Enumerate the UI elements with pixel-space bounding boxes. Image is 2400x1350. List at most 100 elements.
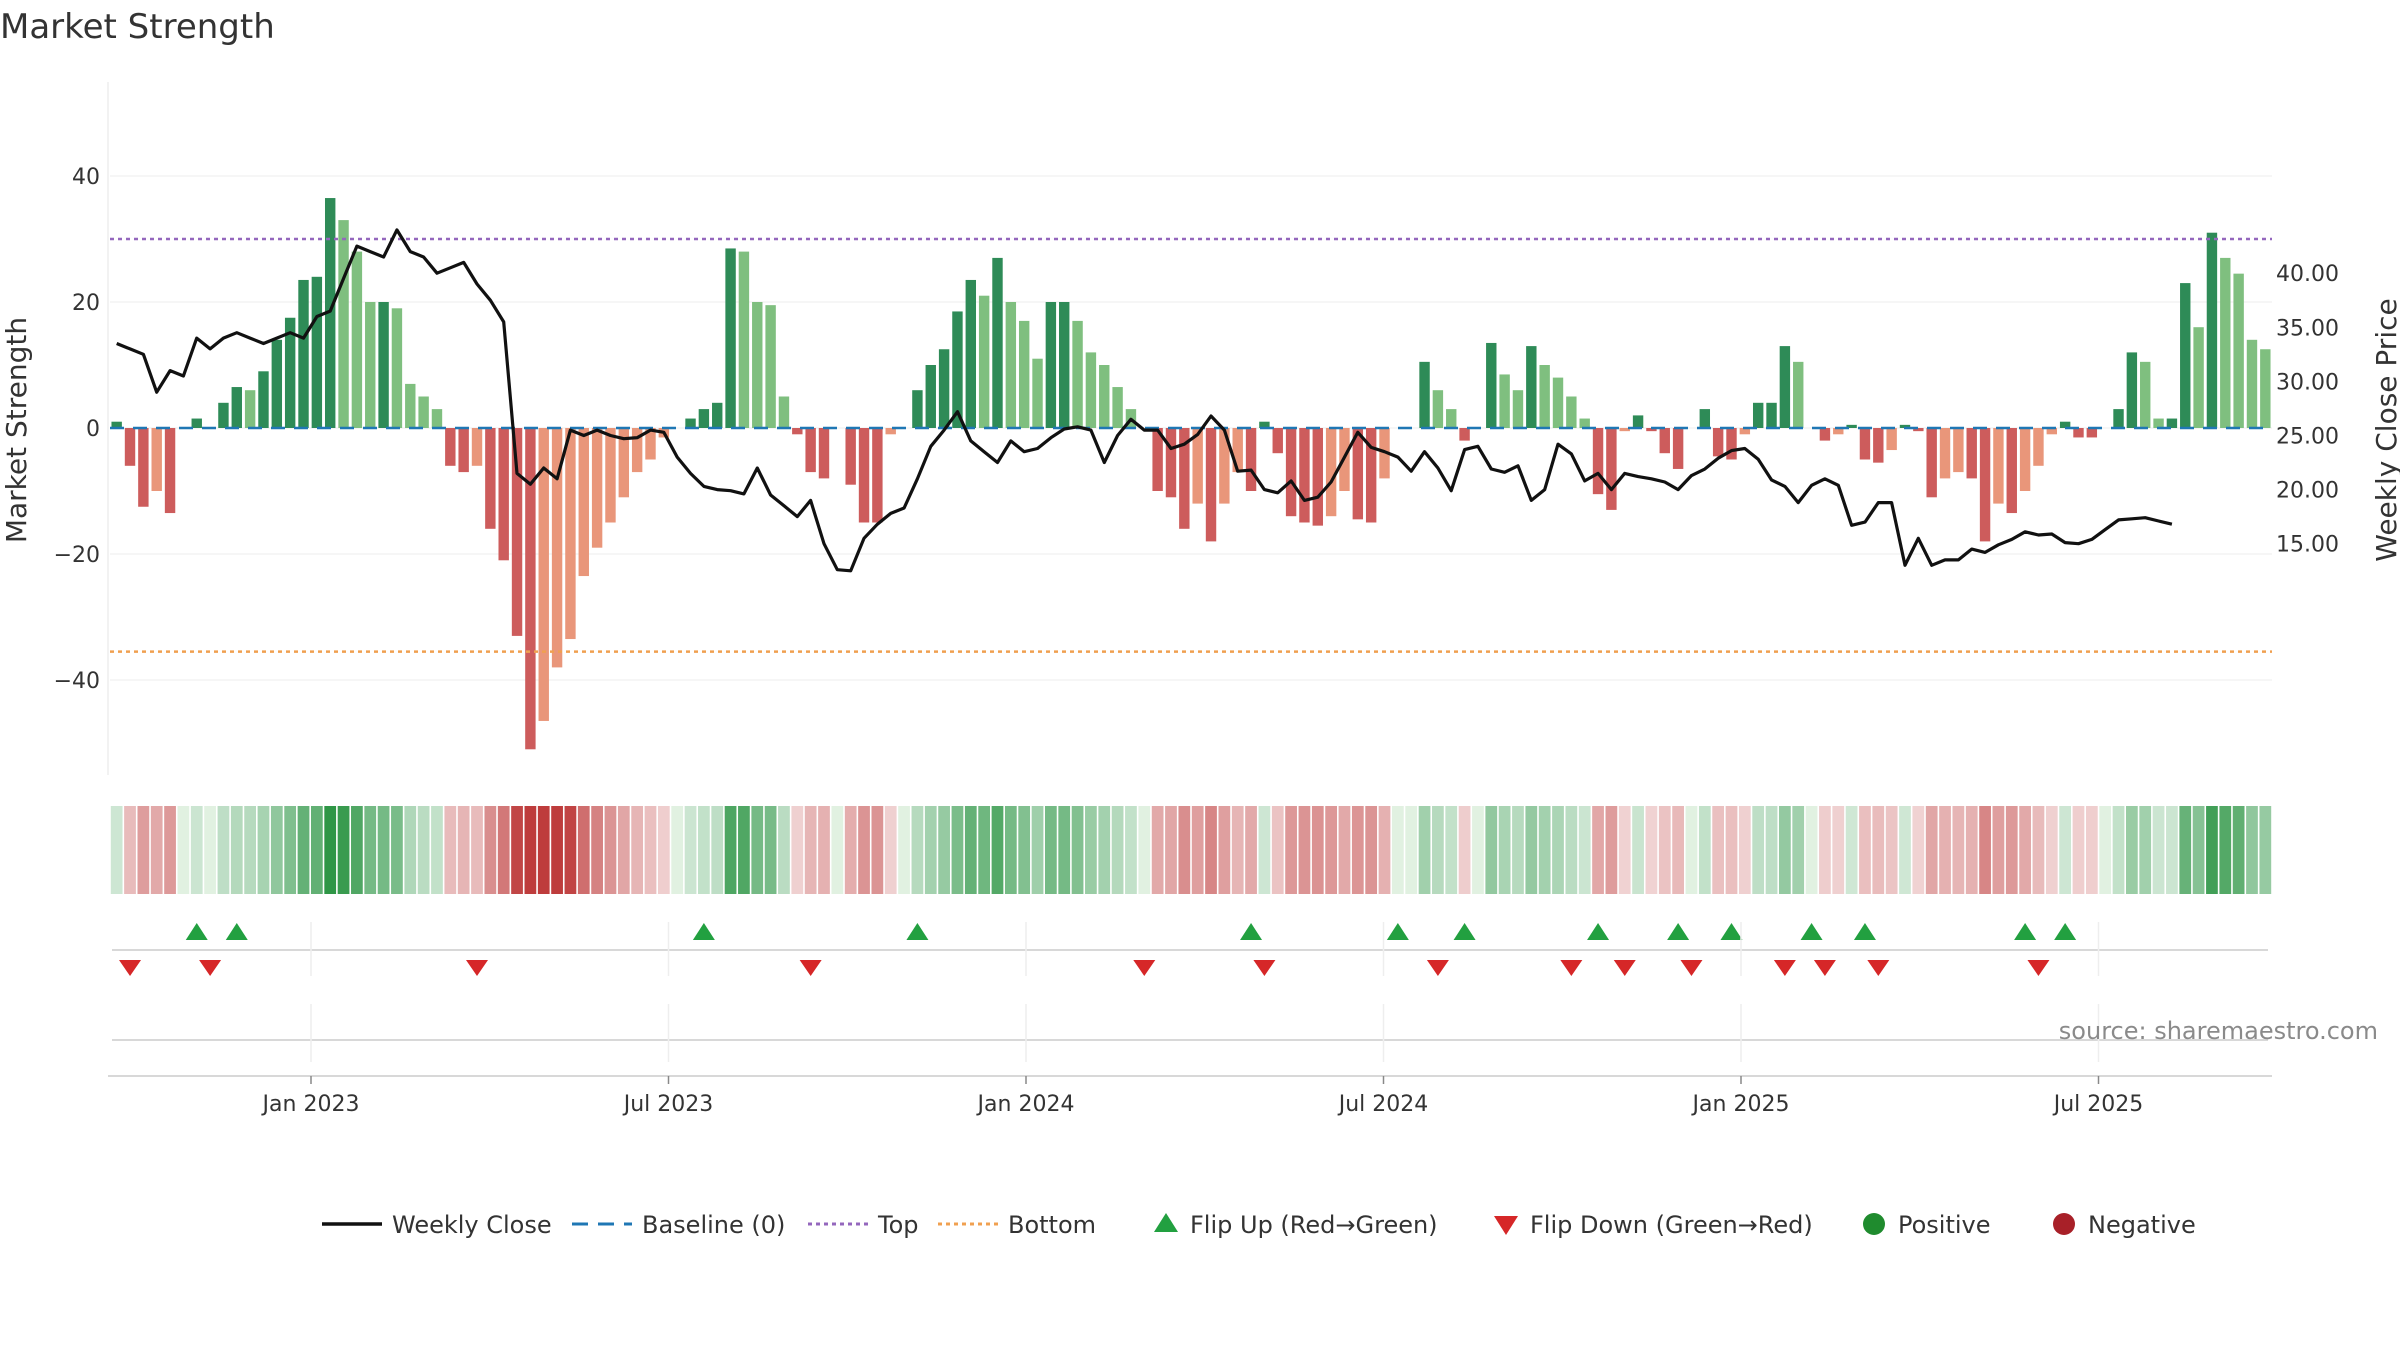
- strength-bar: [578, 428, 589, 577]
- strip-cell: [1819, 806, 1831, 894]
- strength-bar: [2126, 352, 2138, 428]
- strip-cell: [978, 806, 991, 894]
- strength-bar: [124, 428, 136, 466]
- x-tick-label: Jan 2025: [1691, 1092, 1790, 1117]
- legend-label: Negative: [2088, 1211, 2196, 1239]
- flip-down-marker: [1613, 960, 1636, 976]
- strength-bar: [778, 396, 790, 428]
- weekly-close-line: [116, 228, 2173, 573]
- strength-bar: [1192, 428, 1203, 504]
- flip-down-marker: [1813, 960, 1836, 976]
- flip-markers: [112, 923, 2268, 976]
- strength-bar: [1632, 415, 1644, 428]
- strip-cell: [764, 806, 777, 894]
- strength-bar: [1245, 428, 1257, 491]
- strip-cell: [564, 806, 577, 894]
- strength-bar: [1072, 320, 1083, 428]
- left-tick-label: 40: [72, 165, 100, 190]
- strip-cell: [1752, 806, 1765, 894]
- strength-bar: [1739, 428, 1751, 435]
- flip-up-marker: [1853, 923, 1876, 940]
- strip-cell: [1658, 806, 1671, 894]
- strength-bar: [1486, 342, 1497, 428]
- strip-cell: [124, 806, 136, 894]
- strength-bar: [1953, 428, 1964, 473]
- legend-swatch: [1863, 1213, 1885, 1235]
- strength-bar: [338, 220, 349, 428]
- strip-cell: [924, 806, 937, 894]
- strip-cell: [404, 806, 417, 894]
- strength-bar: [1512, 390, 1524, 428]
- strength-bar: [324, 198, 336, 428]
- strength-bar: [1419, 361, 1430, 428]
- strength-bar: [1205, 428, 1217, 542]
- right-tick-label: 40.00: [2276, 262, 2339, 287]
- strength-bar: [1979, 428, 1991, 542]
- strip-cell: [1538, 806, 1551, 894]
- x-tick-label: Jul 2025: [2052, 1092, 2144, 1117]
- strength-bar: [2260, 349, 2271, 428]
- strength-bar: [1045, 302, 1057, 428]
- strip-cell: [684, 806, 697, 894]
- strip-cell: [2246, 806, 2258, 894]
- strength-bar: [1646, 428, 1657, 432]
- strip-cell: [1165, 806, 1177, 894]
- left-y-axis-label: Market Strength: [0, 317, 33, 543]
- legend-item-flip_down: Flip Down (Green→Red): [1494, 1211, 1813, 1239]
- strength-bar: [218, 402, 229, 428]
- flip-down-marker: [2027, 960, 2050, 976]
- strip-cell: [1725, 806, 1738, 894]
- strip-cell: [964, 806, 977, 894]
- strength-bar: [1446, 409, 1457, 428]
- strength-bar: [1285, 428, 1297, 517]
- strip-cell: [1418, 806, 1431, 894]
- flip-down-marker: [466, 960, 489, 976]
- strength-bar: [2180, 283, 2191, 428]
- strip-cell: [617, 806, 630, 894]
- strip-cell: [1004, 806, 1017, 894]
- strip-cell: [164, 806, 176, 894]
- strip-cell: [711, 806, 724, 894]
- strength-bar: [858, 428, 870, 523]
- x-tick-label: Jul 2023: [622, 1092, 714, 1117]
- strip-cell: [484, 806, 497, 894]
- strip-cell: [1031, 806, 1044, 894]
- strength-bar: [1939, 428, 1951, 479]
- strip-cell: [1645, 806, 1658, 894]
- strength-bar: [1793, 361, 1804, 428]
- strip-cell: [1071, 806, 1084, 894]
- strength-bar: [885, 428, 896, 435]
- strength-bar: [1766, 402, 1777, 428]
- strip-cell: [177, 806, 190, 894]
- strip-cell: [190, 806, 203, 894]
- strength-bar: [2166, 418, 2178, 428]
- strength-bar: [645, 428, 656, 460]
- strip-cell: [1885, 806, 1898, 894]
- strip-cell: [1205, 806, 1217, 894]
- strip-cell: [831, 806, 844, 894]
- strip-cell: [364, 806, 377, 894]
- strength-bar: [1018, 320, 1030, 428]
- strip-cell: [911, 806, 924, 894]
- strength-bar: [164, 428, 176, 514]
- strength-bar: [1552, 377, 1564, 428]
- strip-cell: [431, 806, 443, 894]
- strip-cell: [1738, 806, 1751, 894]
- strip-cell: [2206, 806, 2218, 894]
- x-tick-label: Jan 2024: [976, 1092, 1075, 1117]
- legend-label: Flip Down (Green→Red): [1530, 1211, 1813, 1239]
- strength-bar: [1365, 428, 1377, 523]
- strength-bar: [1752, 402, 1764, 428]
- legend-label: Positive: [1898, 1211, 1991, 1239]
- strip-cell: [1912, 806, 1925, 894]
- strength-bar: [938, 349, 950, 428]
- strength-bar: [1165, 428, 1177, 498]
- strip-cell: [2032, 806, 2045, 894]
- strip-cell: [1765, 806, 1778, 894]
- legend-label: Weekly Close: [392, 1211, 552, 1239]
- strength-bar: [698, 409, 710, 428]
- strip-cell: [2179, 806, 2192, 894]
- strip-cell: [791, 806, 804, 894]
- strip-cell: [457, 806, 470, 894]
- strength-bar: [1859, 428, 1871, 460]
